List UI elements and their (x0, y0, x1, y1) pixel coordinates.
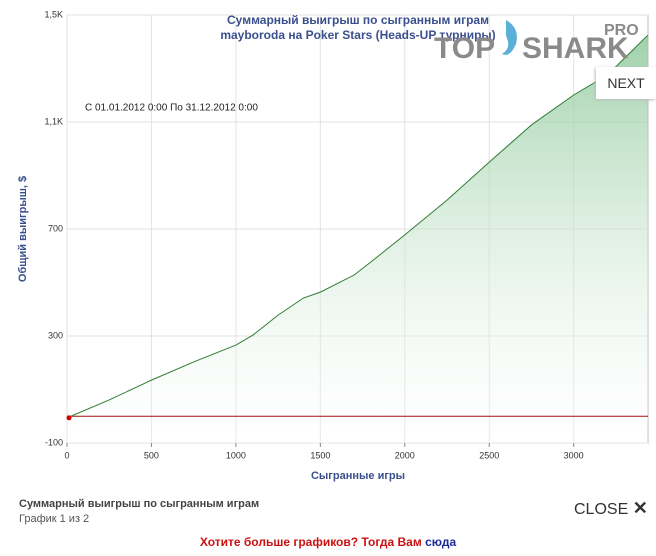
x-tick-label: 1000 (226, 450, 246, 460)
close-button[interactable]: CLOSE ✕ (574, 498, 648, 519)
logo-shark-text: SHARK (522, 32, 629, 65)
counter: График 1 из 2 (19, 513, 90, 525)
logo: TOP SHARK PRO (434, 20, 639, 65)
line (66, 34, 649, 419)
logo-top: TOP (434, 32, 495, 65)
promo: Хотите больше графиков? Тогда Вам сюда (0, 535, 656, 549)
chart-title: Суммарный выигрыш по сыгранным играм (227, 13, 489, 27)
start-marker (66, 415, 72, 421)
y-tick-label: 1,5K (44, 9, 63, 19)
close-icon: ✕ (632, 498, 648, 518)
chart: -100 300 700 1,1K 1,5K 0 500 1000 1500 2000 2500 30… (17, 9, 649, 482)
promo-text: Хотите больше графиков? Тогда Вам (199, 535, 422, 549)
promo-link[interactable]: сюда (425, 535, 457, 549)
x-tick-label: 2000 (395, 450, 415, 460)
y-tick-label: 1,1K (44, 116, 63, 126)
y-tick-label: 300 (48, 330, 63, 340)
y-axis-label: Общий выигрыш, $ (17, 176, 29, 282)
x-tick-label: 3000 (564, 450, 584, 460)
y-tick-label: 700 (48, 223, 63, 233)
next-button[interactable]: NEXT (596, 67, 656, 99)
x-tick-label: 2500 (479, 450, 499, 460)
logo-shark (502, 20, 517, 55)
annotation: С 01.01.2012 0:00 По 31.12.2012 0:00 (85, 103, 258, 114)
x-tick-label: 0 (64, 450, 69, 460)
x-tick-label: 500 (144, 450, 159, 460)
logo-pro: PRO (604, 22, 639, 39)
y-tick-label: -100 (45, 437, 63, 447)
close-label: CLOSE (574, 501, 629, 518)
chart-subtitle: mayboroda на Poker Stars (Heads-UP турни… (220, 28, 495, 42)
x-tick-label: 1500 (310, 450, 330, 460)
caption: Суммарный выигрыш по сыгранным играм (19, 498, 260, 510)
x-axis-label: Сыгранные игры (311, 470, 405, 482)
area-fill (67, 35, 648, 443)
